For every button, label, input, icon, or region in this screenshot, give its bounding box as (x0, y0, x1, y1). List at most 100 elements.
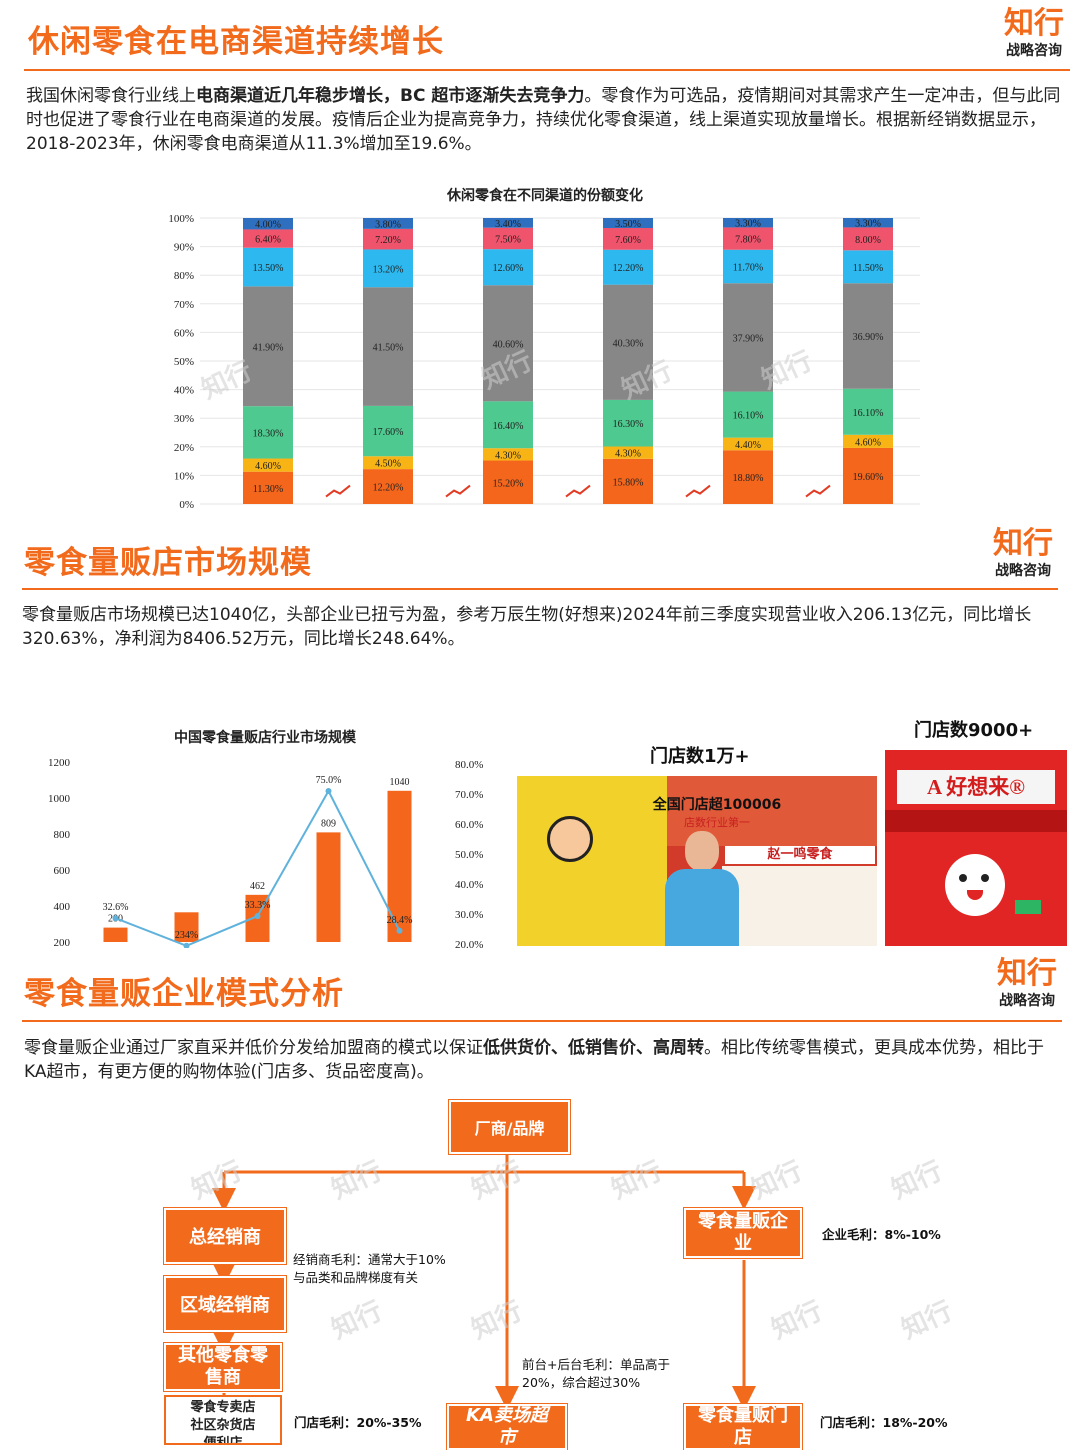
y-tick-label: 30% (174, 413, 194, 425)
section2-divider (22, 588, 1058, 590)
para-text: 我国休闲零食行业线上 (26, 86, 196, 106)
node-regional-distributor: 区域经销商 (164, 1276, 286, 1332)
brand-sub: 战略咨询 (1006, 43, 1062, 59)
note-ka-margin: 前台+后台毛利：单品高于 20%，综合超过30% (522, 1357, 670, 1390)
market-size-bar (174, 912, 199, 942)
growth-label: 33.3% (245, 900, 271, 911)
store-type: 社区杂货店 (190, 1418, 256, 1433)
chart1-title: 休闲零食在不同渠道的份额变化 (447, 188, 643, 204)
watermark-logo: 知行 (897, 1296, 957, 1346)
stack-segment (483, 249, 533, 286)
brand-name: 知行 (997, 956, 1057, 991)
chart2-title: 中国零食量贩店行业市场规模 (174, 730, 356, 746)
trend-arrow-icon (565, 484, 591, 498)
brand-sub: 战略咨询 (995, 563, 1051, 579)
store-photo-zhaoyiming: 赵一鸣零食 全国门店超100006 店数行业第一 (517, 776, 877, 946)
para-text: 零食量贩企业通过厂家直采并低价分发给加盟商的模式以保证 (24, 1038, 483, 1058)
watermark-logo: 知行 (607, 1156, 667, 1206)
growth-point (325, 788, 332, 794)
para-emphasis: 电商渠道近几年稳步增长，BC 超市逐渐失去竞争力 (196, 86, 585, 106)
segment-label: 16.30% (613, 419, 644, 430)
segment-label: 6.40% (255, 235, 281, 246)
stack-segment (843, 434, 893, 448)
segment-label: 40.30% (613, 338, 644, 349)
growth-point (112, 915, 119, 922)
store-type: 便利店 (203, 1436, 243, 1445)
y-left-tick-label: 1000 (48, 793, 71, 805)
yellow-storefront (517, 776, 667, 946)
photo1-sub: 店数行业第一 (684, 816, 750, 829)
brand-sub: 战略咨询 (999, 993, 1055, 1009)
trend-arrow-icon (805, 484, 831, 498)
stack-segment (363, 249, 413, 288)
segment-label: 13.20% (373, 264, 404, 275)
stack-segment (603, 446, 653, 459)
node-snack-store: 零食量贩门店 (684, 1404, 802, 1450)
segment-label: 41.50% (373, 343, 404, 354)
store-type: 零食专卖店 (190, 1400, 256, 1415)
stack-segment (483, 401, 533, 449)
segment-label: 13.50% (253, 263, 284, 274)
stack-segment (243, 229, 293, 248)
stack-segment (843, 250, 893, 284)
stack-segment (243, 406, 293, 459)
y-left-tick-label: 400 (54, 901, 71, 913)
node-ka-supermarket: KA卖场超市 (447, 1404, 567, 1450)
photo1-caption: 门店数1万+ (650, 746, 750, 767)
brand-logo-2: 知行 战略咨询 (985, 528, 1061, 580)
stack-segment (363, 405, 413, 457)
stack-segment (243, 471, 293, 504)
y-tick-label: 20% (174, 442, 194, 454)
y-tick-label: 50% (174, 356, 194, 368)
segment-label: 16.10% (853, 408, 884, 419)
section3-paragraph: 零食量贩企业通过厂家直采并低价分发给加盟商的模式以保证低供货价、低销售价、高周转… (24, 1036, 1054, 1084)
stack-segment (363, 469, 413, 504)
para-emphasis: 低供货价、低销售价、高周转 (483, 1038, 704, 1058)
y-tick-label: 0% (179, 499, 194, 511)
y-right-tick-label: 40.0% (455, 879, 483, 891)
stack-segment (363, 287, 413, 406)
y-tick-label: 100% (168, 213, 194, 225)
section1-title: 休闲零食在电商渠道持续增长 (28, 24, 444, 60)
segment-label: 36.90% (853, 332, 884, 343)
segment-label: 16.10% (733, 411, 764, 422)
watermark-logo: 知行 (767, 1296, 827, 1346)
watermark-logo: 知行 (467, 1156, 527, 1206)
mascot-icon (945, 854, 1005, 916)
growth-label: 234% (175, 930, 198, 941)
segment-label: 15.80% (613, 477, 644, 488)
store-logo-sign: A 好想来® (897, 770, 1055, 804)
watermark-logo: 知行 (327, 1156, 387, 1206)
para-text: 。相比传统零售模式，更具成本优势，相比于KA超市，有更方便的购物体验(门店多、货… (24, 1038, 1044, 1082)
segment-label: 11.70% (733, 262, 763, 273)
stack-segment (243, 458, 293, 472)
stack-segment (363, 228, 413, 250)
segment-label: 3.40% (495, 219, 521, 230)
y-tick-label: 70% (174, 299, 194, 311)
note-enterprise-margin: 企业毛利：8%-10% (822, 1227, 941, 1242)
segment-label: 8.00% (855, 235, 881, 246)
stack-segment (723, 227, 773, 250)
segment-label: 3.30% (855, 219, 881, 230)
channel-share-chart: 0% 10% 20% 30% 40% 50% 60% 70% 80% 90% 100% 11.30% 4… (168, 213, 920, 511)
y-tick-label: 40% (174, 385, 194, 397)
stack-segment (723, 249, 773, 284)
segment-label: 37.90% (733, 333, 764, 344)
segment-label: 41.90% (253, 342, 284, 353)
segment-label: 3.80% (375, 219, 401, 230)
growth-label: 32.6% (103, 902, 129, 913)
y-tick-label: 10% (174, 470, 194, 482)
stack-segment (843, 283, 893, 389)
watermark-logo: 知行 (187, 1156, 247, 1206)
segment-label: 7.60% (615, 235, 641, 246)
growth-point (183, 942, 190, 948)
y-left-tick-label: 1200 (48, 757, 71, 769)
y-left-tick-label: 600 (54, 865, 71, 877)
stack-segment (483, 448, 533, 461)
section1-paragraph: 我国休闲零食行业线上电商渠道近几年稳步增长，BC 超市逐渐失去竞争力。零食作为可… (26, 84, 1061, 156)
segment-label: 7.80% (735, 235, 761, 246)
stack-segment (723, 391, 773, 438)
watermark-logo: 知行 (747, 1156, 807, 1206)
spokesperson-figure (657, 831, 747, 946)
brand-logo-3: 知行 战略咨询 (990, 958, 1064, 1010)
